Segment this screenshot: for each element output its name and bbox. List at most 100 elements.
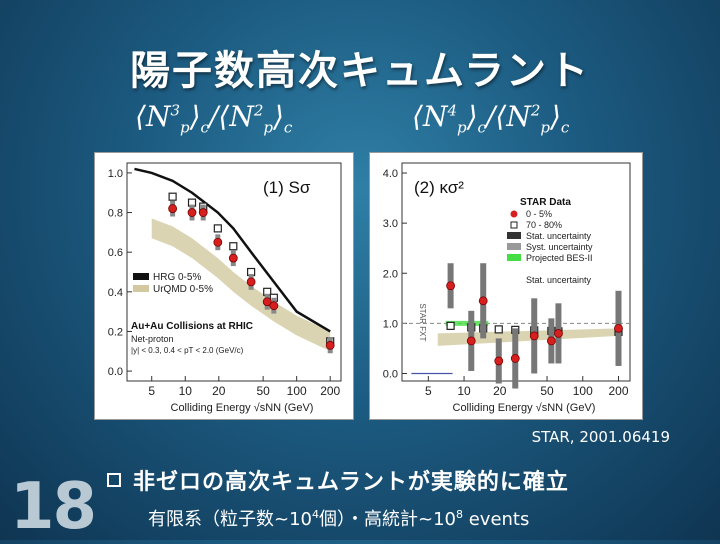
legend-label: Projected BES-II (526, 253, 593, 263)
bullet-main: 非ゼロの高次キュムラントが実験的に確立 (107, 464, 569, 496)
annotation: Au+Au Collisions at RHIC (131, 321, 253, 332)
data-point (466, 336, 476, 346)
x-tick-label: 5 (425, 384, 432, 398)
data-point (246, 277, 256, 287)
chart-panel-kappa-sigma: 0.0 1.0 2.0 3.0 4.0 5 10 20 50 100 200 Colliding En… (369, 152, 643, 420)
legend-swatch (507, 254, 521, 261)
legend-swatch (507, 232, 521, 239)
formula-kappa-sigma: ⟨N4p⟩c/⟨N2p⟩c (412, 100, 570, 137)
x-axis-label: Colliding Energy √sNN (GeV) (171, 402, 314, 414)
legend-label: 70 - 80% (526, 220, 562, 230)
sub-pre: 有限系（粒子数~10 (148, 509, 312, 530)
square-marker (168, 192, 177, 201)
y-tick-label: 1.0 (108, 168, 123, 180)
bullet-text: 非ゼロの高次キュムラントが実験的に確立 (133, 470, 569, 495)
y-tick-label: 0.2 (108, 326, 123, 338)
chart-s-sigma: 0.0 0.2 0.4 0.6 0.8 1.0 5 10 20 50 100 200 Colliding… (108, 162, 342, 414)
sup-den: 2 (530, 101, 541, 120)
data-point (614, 323, 623, 333)
x-tick-label: 5 (148, 384, 155, 398)
legend-label: 0 - 5% (526, 209, 552, 219)
annotation: |y| < 0.3, 0.4 < pT < 2.0 (GeV/c) (131, 346, 244, 355)
x-tick-label: 50 (540, 384, 554, 398)
data-point (446, 281, 455, 291)
data-point (325, 340, 335, 350)
x-tick-label: 20 (493, 384, 507, 398)
reference: STAR, 2001.06419 (531, 428, 670, 446)
data-point (510, 354, 520, 363)
fxt-label: STAR FXT (418, 303, 427, 341)
sup-den: 2 (253, 101, 264, 120)
data-point (494, 356, 504, 366)
x-tick-label: 20 (212, 384, 226, 398)
sub-den: p (540, 118, 550, 137)
y-tick-label: 3.0 (383, 218, 398, 230)
legend-swatch (507, 243, 521, 250)
n-num: N (145, 100, 171, 133)
y-tick-label: 0.6 (108, 247, 123, 259)
x-tick-label: 200 (320, 384, 340, 398)
sub-num: p (456, 118, 467, 137)
x-tick-label: 10 (457, 384, 471, 398)
x-tick-label: 200 (608, 384, 628, 398)
formula-s-sigma: ⟨N3p⟩c/⟨N2p⟩c (135, 100, 293, 137)
legend-label: Stat. uncertainty (526, 231, 592, 241)
square-marker (229, 242, 238, 251)
sub-mid: 個）・高統計~10 (319, 509, 456, 530)
sub-num: p (179, 118, 190, 137)
x-tick-label: 10 (179, 384, 193, 398)
bes-projection (445, 320, 489, 326)
square-marker (213, 224, 222, 233)
legend-title: STAR Data (520, 197, 571, 208)
n-den: N (229, 100, 254, 133)
y-tick-label: 0.4 (108, 287, 123, 299)
c1: c (477, 118, 486, 137)
urqmd-band (151, 218, 331, 352)
bullet-square-icon (107, 473, 121, 487)
c2: c (283, 118, 293, 137)
n-num: N (422, 100, 448, 133)
y-tick-label: 1.0 (383, 318, 398, 330)
data-point (262, 297, 272, 307)
legend-label: Stat. uncertainty (526, 275, 592, 285)
annotation: Net-proton (131, 334, 174, 344)
sub-bullet: 有限系（粒子数~104個）・高統計~108 events (148, 505, 529, 531)
data-point (546, 336, 556, 346)
y-tick-label: 0.0 (383, 368, 398, 380)
plot-frame (126, 162, 342, 382)
legend-label: UrQMD 0-5% (153, 284, 213, 295)
sup-num: 3 (170, 101, 180, 120)
c1: c (200, 118, 209, 137)
legend-swatch (510, 210, 518, 218)
data-point (554, 328, 563, 338)
slash: / (208, 100, 219, 133)
legend-swatch (133, 285, 149, 292)
y-tick-label: 0.8 (108, 208, 123, 220)
sub-exp1: 4 (312, 508, 319, 521)
sup-num: 4 (447, 101, 457, 120)
data-point (198, 208, 208, 217)
chart-panel-s-sigma: 0.0 0.2 0.4 0.6 0.8 1.0 5 10 20 50 100 200 Colliding… (94, 152, 354, 420)
data-point (529, 331, 539, 341)
legend-swatch (510, 221, 518, 229)
hrg-line (134, 167, 331, 333)
y-tick-label: 0.0 (108, 366, 123, 378)
data-point (228, 253, 238, 263)
x-tick-label: 100 (573, 384, 593, 398)
data-point (478, 296, 488, 306)
sub-den: p (263, 118, 273, 137)
square-marker (446, 321, 455, 330)
data-point (187, 208, 197, 217)
slide-number: 18 (10, 470, 97, 544)
x-tick-label: 100 (287, 384, 307, 398)
chart-kappa-sigma: 0.0 1.0 2.0 3.0 4.0 5 10 20 50 100 200 Colliding En… (383, 162, 631, 414)
y-tick-label: 2.0 (383, 268, 398, 280)
slash: / (485, 100, 496, 133)
legend-label: HRG 0-5% (153, 272, 201, 283)
x-tick-label: 50 (256, 384, 270, 398)
sub-post: events (463, 509, 530, 530)
legend-label: Syst. uncertainty (526, 242, 593, 252)
panel-label: (2) κσ² (414, 178, 464, 197)
panel-label: (1) Sσ (263, 178, 311, 197)
c2: c (560, 118, 570, 137)
